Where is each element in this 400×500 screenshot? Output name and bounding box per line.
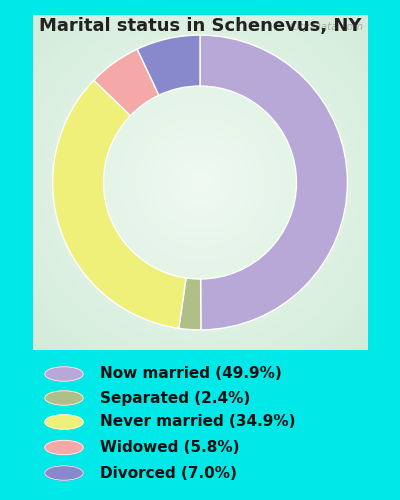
Wedge shape — [94, 49, 159, 116]
Wedge shape — [200, 35, 347, 330]
Text: City-Data.com: City-Data.com — [290, 22, 364, 32]
Circle shape — [45, 466, 83, 480]
Wedge shape — [179, 278, 201, 330]
Text: Never married (34.9%): Never married (34.9%) — [100, 414, 296, 430]
Circle shape — [45, 415, 83, 429]
Text: Separated (2.4%): Separated (2.4%) — [100, 390, 250, 406]
Wedge shape — [137, 35, 200, 95]
Circle shape — [45, 367, 83, 381]
Wedge shape — [53, 80, 186, 328]
Text: Now married (49.9%): Now married (49.9%) — [100, 366, 282, 382]
Circle shape — [45, 440, 83, 454]
Text: Divorced (7.0%): Divorced (7.0%) — [100, 466, 237, 480]
Circle shape — [45, 391, 83, 405]
Text: Widowed (5.8%): Widowed (5.8%) — [100, 440, 240, 455]
Text: Marital status in Schenevus, NY: Marital status in Schenevus, NY — [39, 18, 361, 36]
